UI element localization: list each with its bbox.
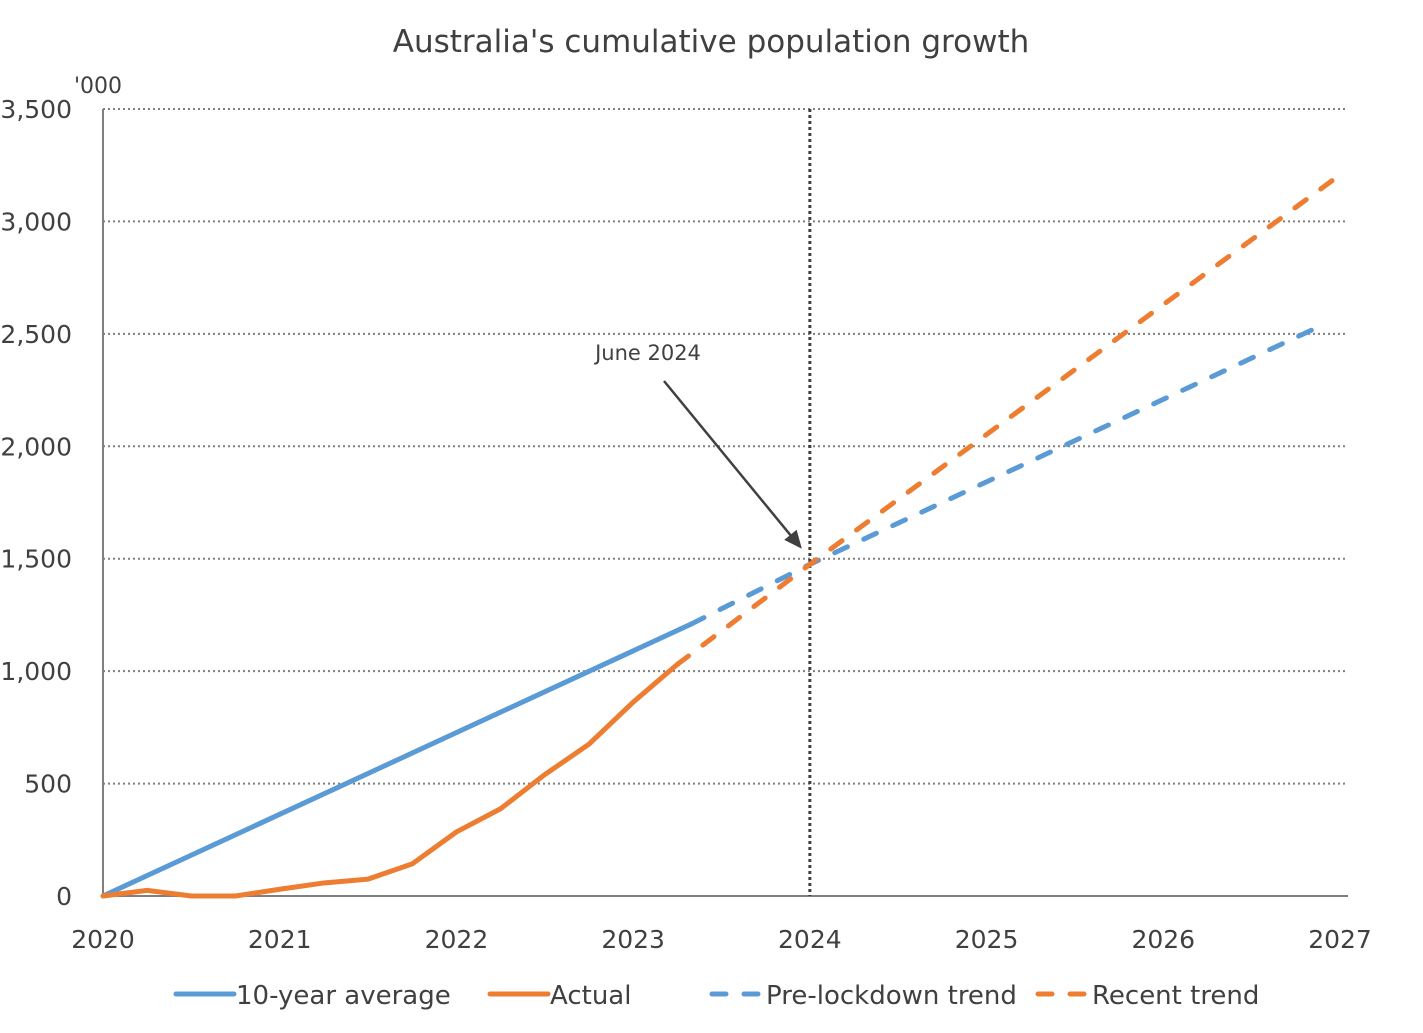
legend-label: 10-year average [236, 981, 451, 1011]
y-tick-label: 2,500 [0, 320, 72, 349]
y-tick-label: 3,000 [0, 207, 72, 236]
legend: 10-year average Actual Pre-lockdown trend R… [173, 981, 1259, 1011]
annotation-label: June 2024 [593, 341, 701, 365]
x-tick-label: 2024 [778, 925, 842, 954]
y-tick-label: 1,500 [0, 545, 72, 574]
x-tick-label: 2023 [601, 925, 665, 954]
series-recent-trend [674, 176, 1338, 667]
x-tick-label: 2027 [1308, 925, 1372, 954]
axes [102, 109, 1348, 897]
gridlines [103, 108, 1348, 785]
x-tick-label: 2025 [955, 925, 1019, 954]
x-tick-label: 2021 [248, 925, 312, 954]
y-tick-label: 500 [24, 770, 72, 799]
y-tick-labels: 0 500 1,000 1,500 2,000 2,500 3,000 3,500 [0, 95, 72, 911]
chart-title: Australia's cumulative population growth [393, 24, 1030, 60]
series-actual [100, 661, 680, 899]
x-tick-labels: 2020 2021 2022 2023 2024 2025 2026 2027 [71, 925, 1372, 954]
annotation-arrow-shaft [663, 380, 797, 543]
series-lines [100, 176, 1338, 899]
y-tick-label: 3,500 [0, 95, 72, 124]
y-tick-label: 2,000 [0, 432, 72, 461]
x-tick-label: 2022 [425, 925, 489, 954]
series-10-year-average [100, 621, 694, 899]
y-tick-label: 0 [56, 882, 72, 911]
annotation: June 2024 [593, 341, 802, 549]
legend-label: Recent trend [1092, 981, 1259, 1011]
annotation-arrow-head [784, 529, 802, 549]
x-tick-label: 2026 [1131, 925, 1195, 954]
x-tick-label: 2020 [71, 925, 135, 954]
legend-label: Actual [550, 981, 631, 1011]
y-axis-unit-label: '000 [74, 74, 122, 99]
legend-label: Pre-lockdown trend [766, 981, 1017, 1011]
y-tick-label: 1,000 [0, 657, 72, 686]
